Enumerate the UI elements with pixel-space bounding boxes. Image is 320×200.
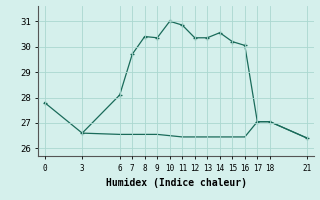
- X-axis label: Humidex (Indice chaleur): Humidex (Indice chaleur): [106, 178, 246, 188]
